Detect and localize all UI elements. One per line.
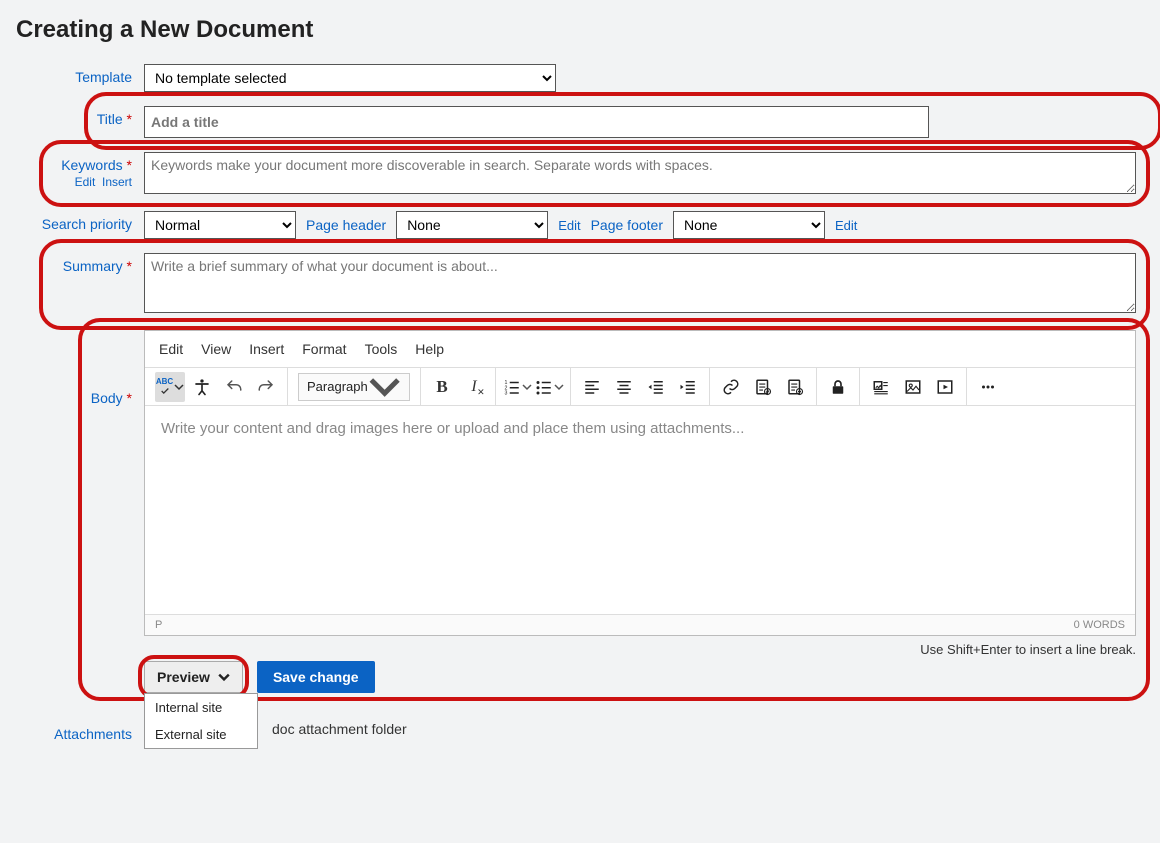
page-title: Creating a New Document bbox=[16, 16, 1144, 44]
template-select[interactable]: No template selected bbox=[144, 64, 556, 92]
template-label: Template bbox=[16, 64, 144, 85]
preview-menu: Internal site External site bbox=[144, 693, 258, 749]
preview-option-external[interactable]: External site bbox=[145, 721, 257, 748]
indent-icon[interactable] bbox=[673, 372, 703, 402]
lock-icon[interactable] bbox=[823, 372, 853, 402]
save-button[interactable]: Save change bbox=[257, 661, 375, 693]
page-footer-label: Page footer bbox=[591, 217, 663, 233]
summary-textarea[interactable] bbox=[144, 253, 1136, 313]
rich-text-editor: Edit View Insert Format Tools Help ABC bbox=[144, 330, 1136, 636]
menu-edit[interactable]: Edit bbox=[159, 341, 183, 357]
search-priority-label: Search priority bbox=[16, 211, 144, 232]
page-header-select[interactable]: None bbox=[396, 211, 548, 239]
menu-format[interactable]: Format bbox=[302, 341, 346, 357]
editor-path: P bbox=[155, 619, 162, 631]
video-icon[interactable] bbox=[930, 372, 960, 402]
page-footer-edit-link[interactable]: Edit bbox=[835, 218, 857, 233]
doc-add-icon[interactable] bbox=[780, 372, 810, 402]
bold-icon[interactable]: B bbox=[427, 372, 457, 402]
align-center-icon[interactable] bbox=[609, 372, 639, 402]
bullet-list-icon[interactable] bbox=[534, 372, 564, 402]
title-input[interactable] bbox=[144, 106, 929, 138]
more-icon[interactable] bbox=[973, 372, 1003, 402]
keywords-label: Keywords * Edit Insert bbox=[16, 152, 144, 189]
editor-wordcount: 0 WORDS bbox=[1074, 619, 1125, 631]
image-left-icon[interactable] bbox=[866, 372, 896, 402]
keywords-insert-link[interactable]: Insert bbox=[102, 175, 132, 189]
menu-tools[interactable]: Tools bbox=[365, 341, 398, 357]
svg-text:3: 3 bbox=[504, 390, 507, 396]
menu-insert[interactable]: Insert bbox=[249, 341, 284, 357]
editor-menubar: Edit View Insert Format Tools Help bbox=[145, 331, 1135, 368]
image-icon[interactable] bbox=[898, 372, 928, 402]
accessibility-icon[interactable] bbox=[187, 372, 217, 402]
body-label: Body * bbox=[16, 330, 144, 406]
doc-link-icon[interactable] bbox=[748, 372, 778, 402]
align-left-icon[interactable] bbox=[577, 372, 607, 402]
link-icon[interactable] bbox=[716, 372, 746, 402]
keywords-textarea[interactable] bbox=[144, 152, 1136, 194]
page-header-edit-link[interactable]: Edit bbox=[558, 218, 580, 233]
menu-view[interactable]: View bbox=[201, 341, 231, 357]
page-header-label: Page header bbox=[306, 217, 386, 233]
search-priority-select[interactable]: Normal bbox=[144, 211, 296, 239]
numbered-list-icon[interactable]: 123 bbox=[502, 372, 532, 402]
editor-content-area[interactable]: Write your content and drag images here … bbox=[145, 406, 1135, 614]
paragraph-style-select[interactable]: Paragraph bbox=[298, 373, 410, 401]
editor-toolbar: ABC bbox=[145, 368, 1135, 406]
keywords-edit-link[interactable]: Edit bbox=[75, 175, 96, 189]
summary-label: Summary * bbox=[16, 253, 144, 274]
editor-hint: Use Shift+Enter to insert a line break. bbox=[144, 642, 1136, 657]
spellcheck-icon[interactable]: ABC bbox=[155, 372, 185, 402]
title-label: Title * bbox=[16, 106, 144, 127]
preview-option-internal[interactable]: Internal site bbox=[145, 694, 257, 721]
preview-button[interactable]: Preview bbox=[144, 661, 243, 693]
attachments-label: Attachments bbox=[16, 721, 144, 742]
undo-icon[interactable] bbox=[219, 372, 249, 402]
attachment-folder-link[interactable]: doc attachment folder bbox=[272, 721, 407, 737]
redo-icon[interactable] bbox=[251, 372, 281, 402]
page-footer-select[interactable]: None bbox=[673, 211, 825, 239]
chevron-down-icon bbox=[218, 671, 230, 683]
outdent-icon[interactable] bbox=[641, 372, 671, 402]
clear-format-icon[interactable]: I✕ bbox=[459, 372, 489, 402]
menu-help[interactable]: Help bbox=[415, 341, 444, 357]
